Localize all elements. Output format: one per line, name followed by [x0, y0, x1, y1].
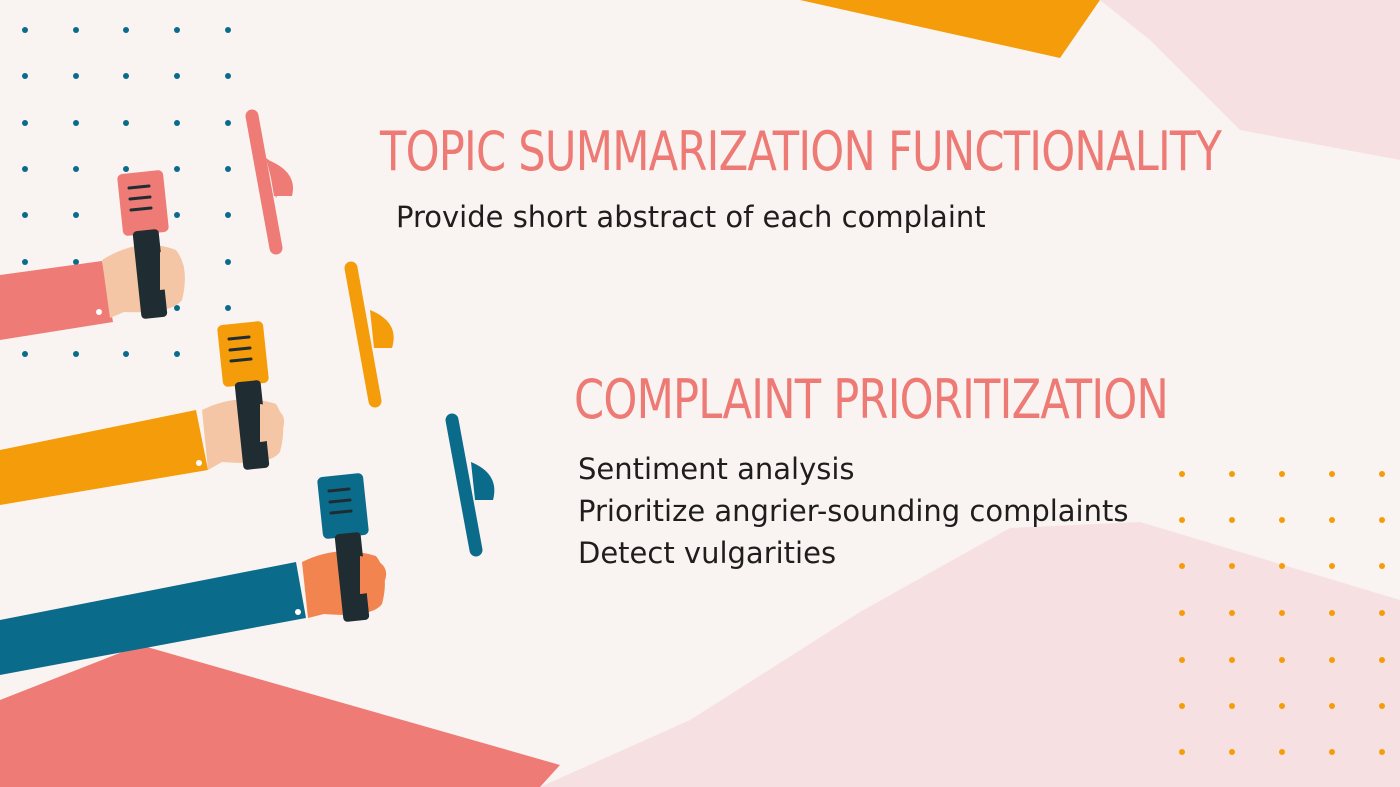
section-heading-complaint-prioritization: COMPLAINT PRIORITIZATION — [574, 368, 1169, 431]
orange-arm-microphone — [0, 321, 285, 505]
orange-top-shape — [800, 0, 1100, 58]
teal-loudspeaker-icon — [445, 413, 495, 557]
list-item: Sentiment analysis — [578, 452, 855, 486]
complaint-prioritization-list: Sentiment analysis Prioritize angrier-so… — [578, 455, 1128, 581]
coral-loudspeaker-icon — [245, 109, 293, 255]
list-item: Detect vulgarities — [578, 536, 837, 570]
coral-arm-microphone — [0, 170, 185, 340]
teal-arm-microphone — [0, 473, 387, 675]
list-item: Prioritize angrier-sounding complaints — [578, 494, 1129, 528]
blush-top-shape — [1100, 0, 1400, 160]
topic-summarization-list: Provide short abstract of each complaint — [396, 203, 986, 245]
coral-bottom-shape — [0, 645, 560, 787]
orange-dot-grid — [1179, 471, 1385, 755]
orange-microphone-icon — [217, 321, 270, 470]
coral-microphone-icon — [117, 170, 169, 319]
teal-microphone-icon — [317, 473, 370, 622]
blush-bottom-shape — [540, 522, 1400, 787]
section-heading-topic-summarization: TOPIC SUMMARIZATION FUNCTIONALITY — [380, 120, 1222, 183]
list-item: Provide short abstract of each complaint — [396, 200, 986, 234]
orange-loudspeaker-icon — [344, 261, 394, 408]
